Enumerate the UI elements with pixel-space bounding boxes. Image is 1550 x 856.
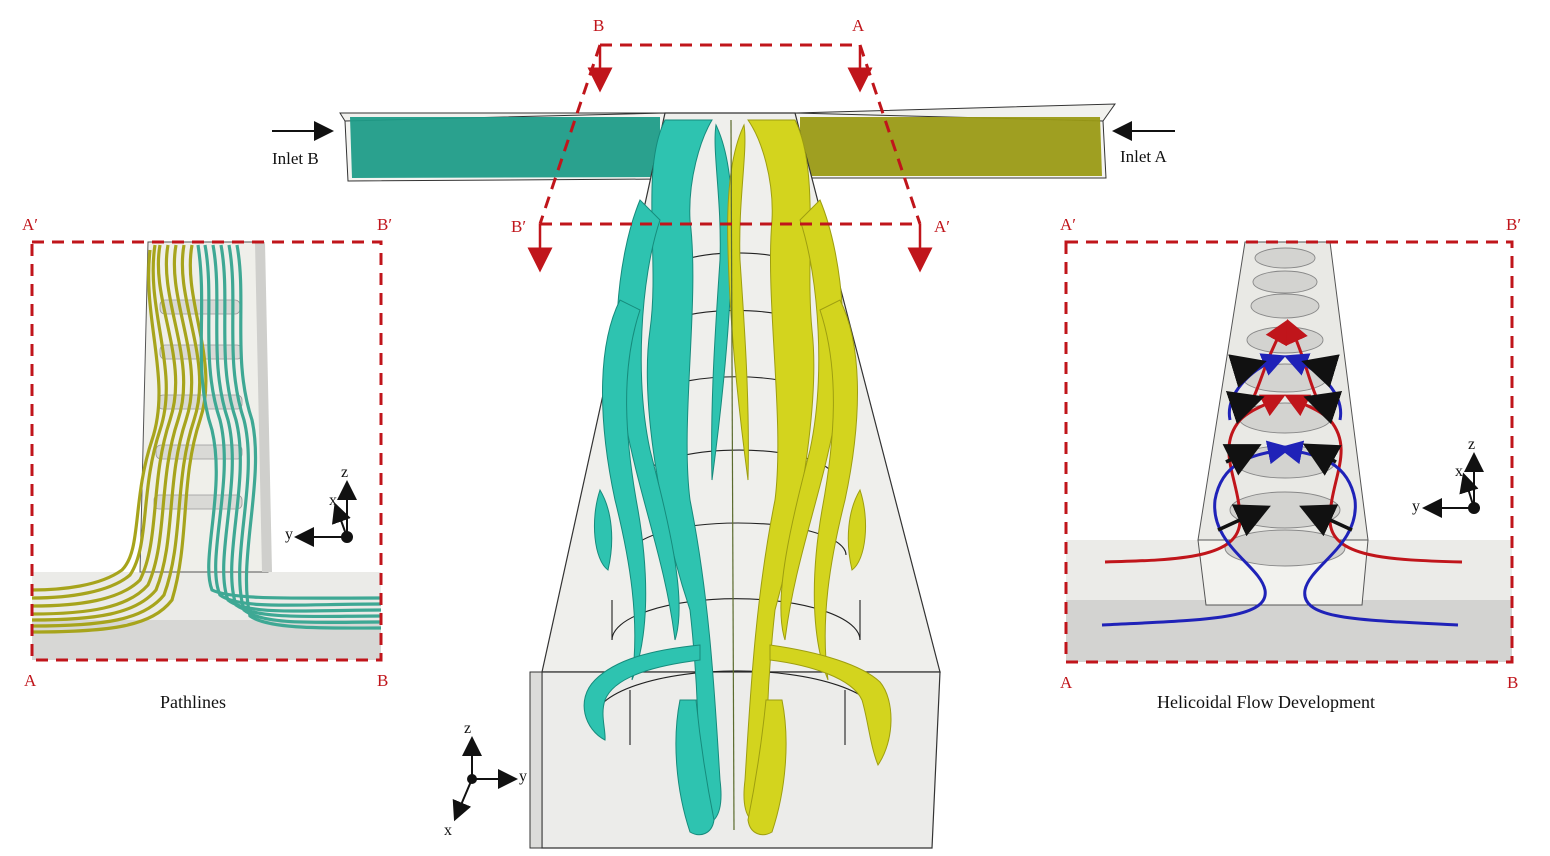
- center-label-b: B: [593, 16, 605, 35]
- right-panel: [1064, 240, 1514, 664]
- pathlines-a: [31, 244, 208, 634]
- isosurface-a: [727, 119, 892, 836]
- center-axis-x: x: [444, 822, 452, 839]
- center-label-b-prime: B′: [511, 217, 527, 236]
- center-axis-z: z: [464, 720, 472, 737]
- inlet-b-label: Inlet B: [272, 149, 319, 168]
- center-axis-triad: [452, 736, 518, 822]
- left-corner-a-prime: A′: [22, 215, 38, 234]
- interface-line: [730, 119, 735, 831]
- right-corner-a: A: [1060, 673, 1073, 692]
- inward-arrows: [1217, 354, 1353, 537]
- pathlines-b: [196, 244, 382, 630]
- left-axis-z: z: [341, 464, 349, 481]
- inlet-a-label: Inlet A: [1120, 147, 1167, 166]
- right-corner-b-prime: B′: [1506, 215, 1522, 234]
- right-corner-a-prime: A′: [1060, 215, 1076, 234]
- inlet-b-fluid: [350, 117, 660, 178]
- left-corner-a: A: [24, 671, 37, 690]
- left-axis-y: y: [285, 526, 293, 543]
- right-corner-b: B: [1507, 673, 1519, 692]
- center-label-a: A: [852, 16, 865, 35]
- left-panel: [30, 240, 383, 662]
- section-arrows: [527, 45, 933, 273]
- left-corner-b: B: [377, 671, 389, 690]
- right-axis-z: z: [1468, 436, 1476, 453]
- left-caption: Pathlines: [160, 692, 226, 712]
- left-corner-b-prime: B′: [377, 215, 393, 234]
- left-axis-x: x: [329, 492, 337, 509]
- outlet-channel-box: [529, 671, 543, 849]
- center-geometry: [272, 43, 1175, 849]
- right-caption: Helicoidal Flow Development: [1157, 692, 1375, 712]
- right-axis-y: y: [1412, 498, 1420, 515]
- inlet-a-fluid: [800, 117, 1102, 176]
- center-axis-y: y: [519, 768, 527, 785]
- center-label-a-prime: A′: [934, 217, 950, 236]
- isosurface-b: [583, 119, 733, 836]
- right-axis-x: x: [1455, 463, 1463, 480]
